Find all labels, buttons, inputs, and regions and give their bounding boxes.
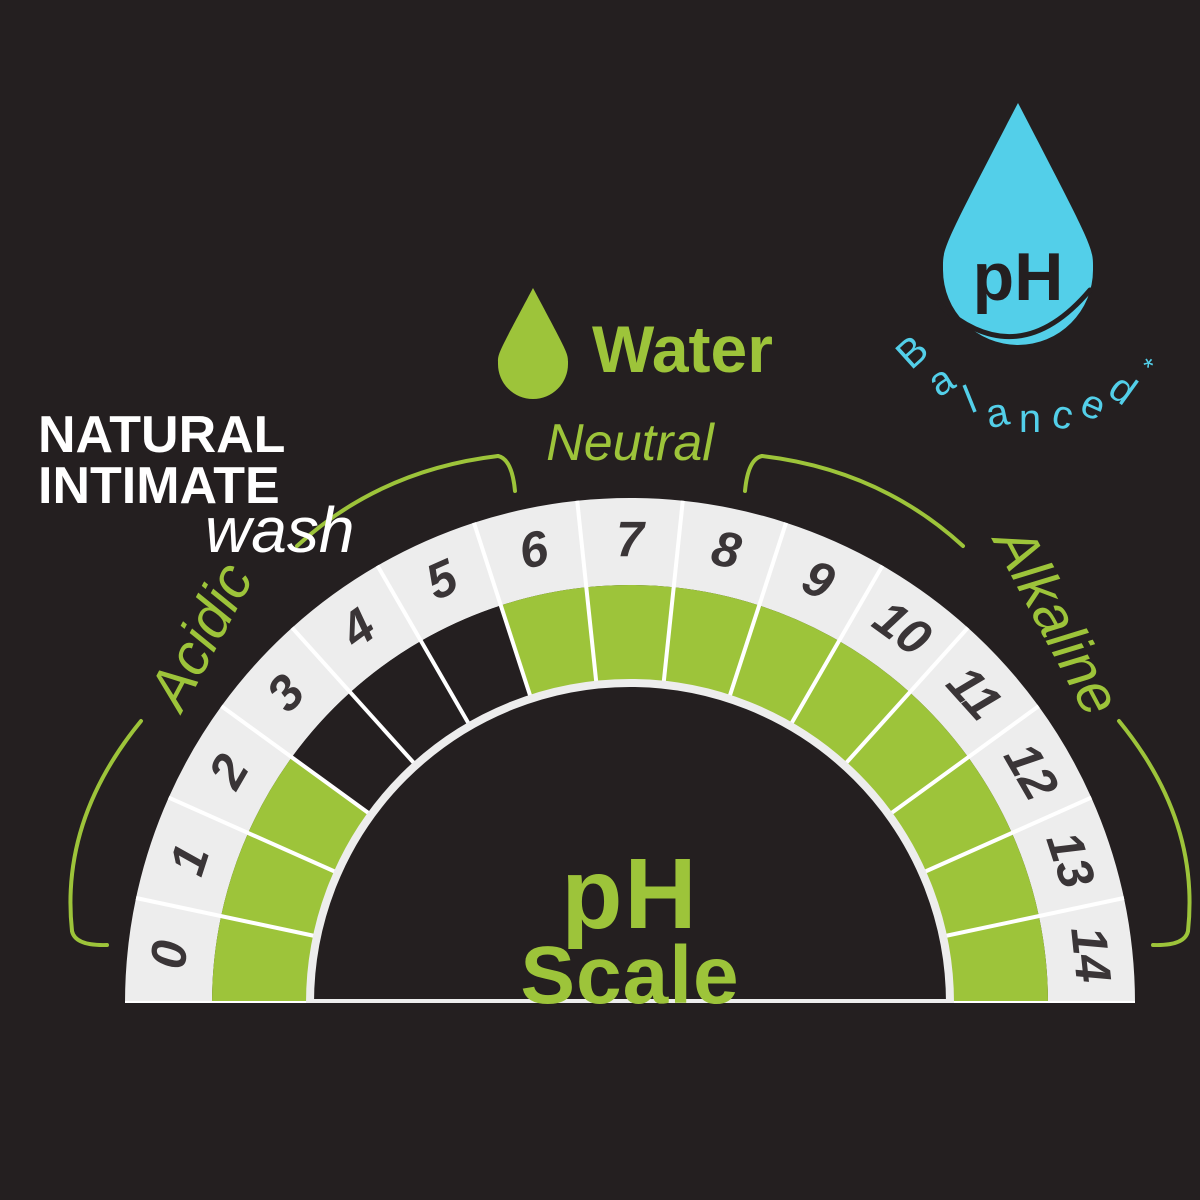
svg-text:n: n xyxy=(1019,397,1041,441)
svg-text:Water: Water xyxy=(592,312,773,386)
svg-text:Scale: Scale xyxy=(520,930,739,1021)
svg-text:pH: pH xyxy=(973,239,1064,315)
svg-text:14: 14 xyxy=(1060,924,1122,985)
svg-text:Neutral: Neutral xyxy=(546,414,715,472)
svg-text:NATURAL: NATURAL xyxy=(38,406,285,464)
svg-text:wash: wash xyxy=(205,494,354,566)
svg-text:7: 7 xyxy=(616,512,646,568)
